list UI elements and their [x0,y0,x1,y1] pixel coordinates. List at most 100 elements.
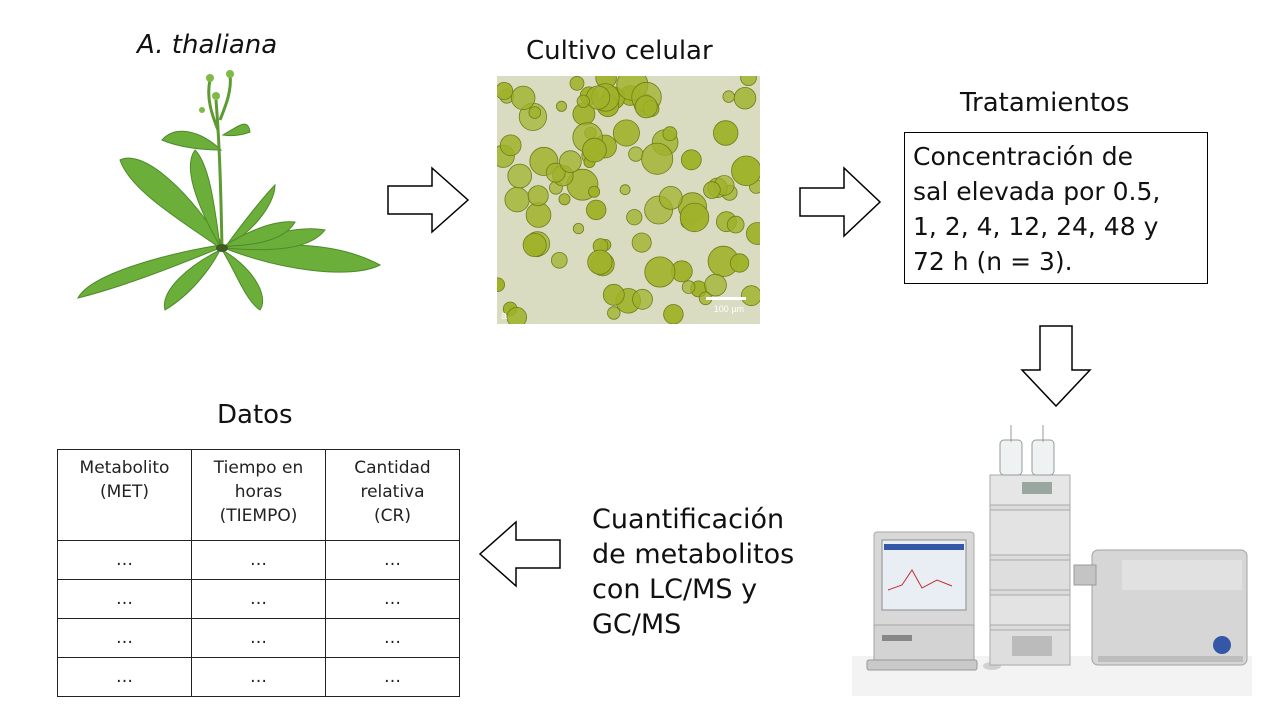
plant-cell [733,87,757,110]
plant-cell [497,277,505,292]
table-cell: … [191,657,326,697]
header-tiempo: Tiempo en horas (TIEMPO) [191,449,326,541]
plant-cell [731,155,760,186]
table-cell: … [325,618,460,658]
table-cell: … [57,618,192,658]
plant-cell [582,137,607,163]
arabidopsis-plant-image [77,70,382,311]
header-line: (MET) [99,482,150,502]
quantification-line: Cuantificación [592,504,785,535]
treatments-title: Tratamientos [960,88,1130,118]
data-table: Metabolito (MET) Tiempo en horas (TIEMPO… [57,449,460,697]
table-cell: … [191,618,326,658]
table-row: … … … [57,618,460,658]
plant-cell [585,199,607,221]
table-cell: … [191,540,326,580]
arrow-right-icon [799,166,882,238]
plant-cell [726,215,745,234]
cell-culture-image: a 100 µm [497,76,760,324]
header-line: Cantidad [354,458,431,478]
table-cell: … [325,540,460,580]
plant-cell [602,283,625,306]
plant-cell [631,232,652,253]
plant-cell [558,193,571,206]
table-cell: … [57,657,192,697]
plant-cell [545,162,566,183]
plant-cell [612,119,640,147]
plant-cell [628,146,644,162]
plant-cell [641,142,674,175]
plant-cell [497,82,514,100]
table-cell: … [57,579,192,619]
plant-cell [511,85,536,111]
plant-cell [740,285,760,307]
scale-bar [706,297,746,300]
cell-culture-drawing [497,76,760,324]
data-title: Datos [217,400,293,430]
table-cell: … [57,540,192,580]
quantification-text: Cuantificación de metabolitos con LC/MS … [592,502,832,642]
plant-cell [712,120,739,146]
table-row: … … … [57,540,460,580]
plant-cell [679,202,710,233]
table-cell: … [325,579,460,619]
table-header-row: Metabolito (MET) Tiempo en horas (TIEMPO… [57,449,460,541]
plant-cell [550,252,568,269]
treatments-box: Concentración de sal elevada por 0.5, 1,… [904,132,1208,284]
plant-cell [527,185,549,207]
header-line: relativa [360,482,425,502]
plant-cell [507,163,533,189]
plant-cell [587,249,613,275]
plant-cell [576,94,590,108]
plant-cell [730,253,750,273]
plant-cell [663,304,684,324]
header-line: Metabolito [79,458,170,478]
table-cell: … [325,657,460,697]
header-line: (TIEMPO) [219,506,298,526]
treatment-line: 1, 2, 4, 12, 24, 48 y [913,212,1159,241]
table-row: … … … [57,579,460,619]
lcms-instrument-image [852,425,1252,696]
plant-cell [559,150,582,173]
scale-bar-label: 100 µm [713,304,744,314]
treatment-line: 72 h (n = 3). [913,247,1073,276]
table-row: … … … [57,657,460,697]
arrow-right-icon [387,166,470,234]
arrow-left-icon [478,520,561,588]
treatment-line: Concentración de [913,142,1133,171]
header-line: Tiempo en [213,458,304,478]
quantification-line: con LC/MS y [592,574,758,605]
header-line: horas [234,482,283,502]
plant-cell [556,100,568,112]
plant-cell [722,90,735,103]
plant-cell [586,85,611,110]
plant-cell [632,288,653,310]
plant-cell [499,134,522,157]
plant-cell [703,181,721,199]
plant-title: A. thaliana [137,30,278,60]
plant-cell [522,232,547,257]
plant-cell [634,95,658,119]
quantification-line: de metabolitos [592,539,795,570]
plant-cell [704,273,727,297]
plant-cell [740,76,757,86]
culture-title: Cultivo celular [526,36,713,66]
panel-letter: a [501,310,508,322]
plant-cell [619,184,631,196]
arrow-down-icon [1020,325,1092,408]
plant-cell [680,149,702,171]
plant-cell [607,306,621,320]
plant-cell [658,186,683,210]
plant-cell [626,209,643,226]
plant-cell [572,223,585,235]
plant-cell [662,126,678,142]
quantification-line: GC/MS [592,609,682,640]
header-cantidad: Cantidad relativa (CR) [325,449,460,541]
table-cell: … [191,579,326,619]
header-line: (CR) [374,506,411,526]
plant-cell [525,202,552,228]
header-metabolito: Metabolito (MET) [57,449,192,541]
plant-cell [746,222,760,245]
plant-cell [506,307,527,324]
plant-cell [644,256,676,288]
